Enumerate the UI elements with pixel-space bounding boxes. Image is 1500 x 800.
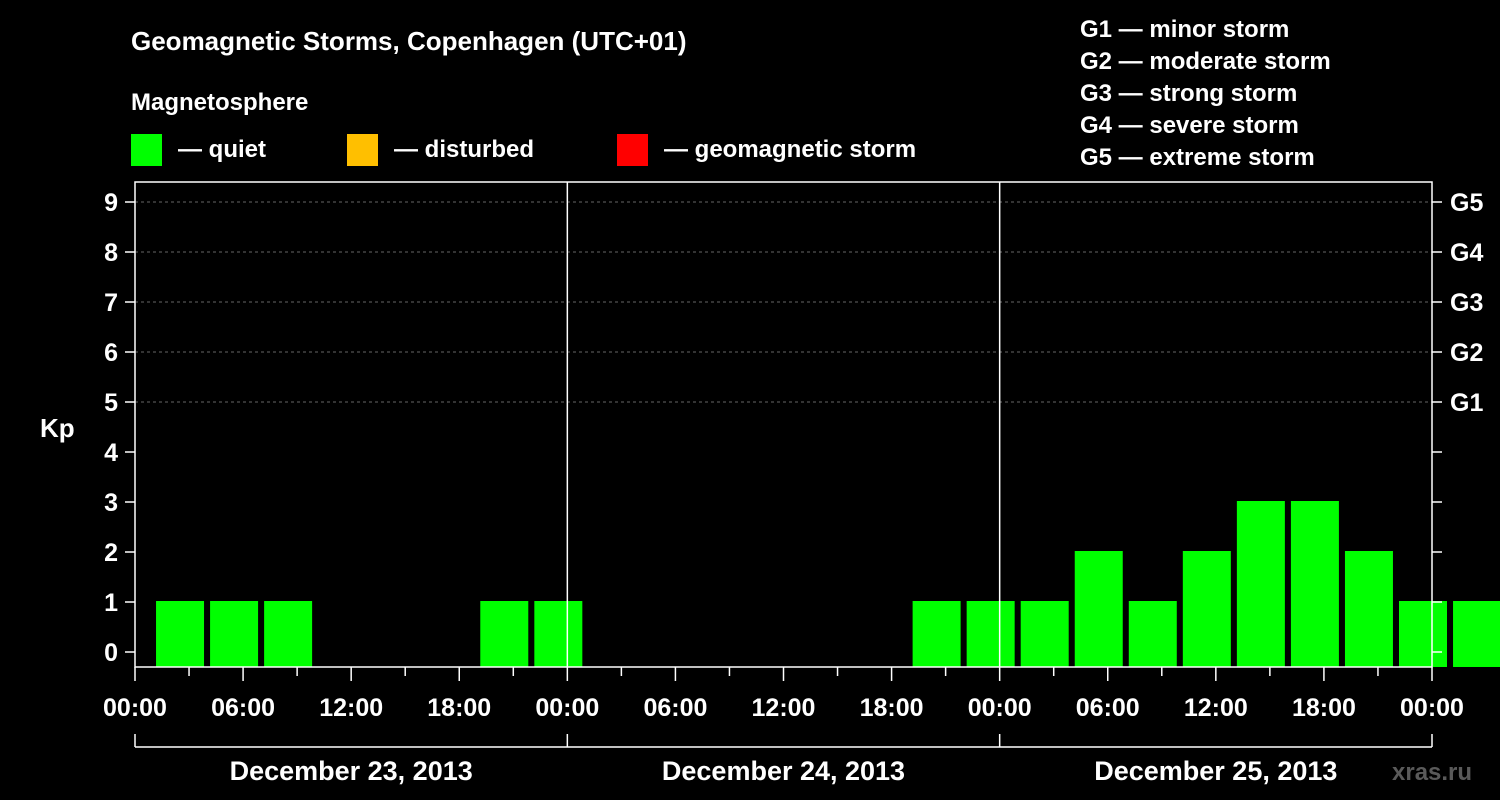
right-tick-label-g3: G3	[1450, 289, 1483, 317]
bar-2	[264, 601, 313, 667]
legend-swatch-disturbed	[347, 134, 378, 166]
bar-1	[210, 601, 259, 667]
bar-23	[1398, 601, 1447, 667]
right-tick-label-g4: G4	[1450, 239, 1483, 267]
y-tick-label-2: 2	[104, 539, 118, 567]
x-tick-label-10: 12:00	[1184, 694, 1248, 722]
y-tick-label-0: 0	[104, 639, 118, 667]
right-tick-label-g2: G2	[1450, 339, 1483, 367]
storm-scale-g3: G3 — strong storm	[1080, 80, 1297, 107]
x-tick-label-4: 00:00	[535, 694, 599, 722]
y-tick-label-4: 4	[104, 439, 118, 467]
x-tick-label-2: 12:00	[319, 694, 383, 722]
y-axis-label: Kp	[40, 413, 75, 443]
bar-21	[1290, 501, 1339, 667]
tick-labels: 0 1 2 3 4 5 6 7 8 9 G1 G2 G3 G4 G5 00:00 06:00 12:00 18:00…	[103, 189, 1483, 786]
right-tick-label-g5: G5	[1450, 189, 1483, 217]
bar-18	[1128, 601, 1177, 667]
x-tick-label-0: 00:00	[103, 694, 167, 722]
day-label-0: December 23, 2013	[230, 756, 473, 786]
bar-14	[912, 601, 961, 667]
grid-lines	[135, 201, 1432, 403]
y-tick-label-1: 1	[104, 589, 118, 617]
bar-0	[156, 601, 205, 667]
legend-swatch-quiet	[131, 134, 162, 166]
right-tick-label-g1: G1	[1450, 389, 1483, 417]
bars	[156, 501, 1500, 667]
y-tick-label-8: 8	[104, 239, 118, 267]
day-label-2: December 25, 2013	[1094, 756, 1337, 786]
bar-22	[1344, 551, 1393, 667]
x-tick-label-6: 12:00	[752, 694, 816, 722]
day-label-1: December 24, 2013	[662, 756, 905, 786]
y-tick-label-9: 9	[104, 189, 118, 217]
storm-scale-g2: G2 — moderate storm	[1080, 48, 1331, 75]
y-tick-label-5: 5	[104, 389, 118, 417]
y-tick-label-6: 6	[104, 339, 118, 367]
y-tick-label-3: 3	[104, 489, 118, 517]
x-tick-label-12: 00:00	[1400, 694, 1464, 722]
legend-label-quiet: — quiet	[178, 136, 266, 163]
x-tick-label-8: 00:00	[968, 694, 1032, 722]
bar-19	[1182, 551, 1231, 667]
legend-label-storm: — geomagnetic storm	[664, 136, 916, 163]
storm-scale-g1: G1 — minor storm	[1080, 16, 1289, 43]
bar-6	[480, 601, 529, 667]
x-tick-label-11: 18:00	[1292, 694, 1356, 722]
bar-24	[1453, 601, 1500, 667]
bar-20	[1236, 501, 1285, 667]
x-tick-label-9: 06:00	[1076, 694, 1140, 722]
storm-scale-g4: G4 — severe storm	[1080, 112, 1299, 139]
x-tick-label-5: 06:00	[643, 694, 707, 722]
axes	[125, 181, 1442, 748]
x-tick-label-7: 18:00	[860, 694, 924, 722]
storm-scale-g5: G5 — extreme storm	[1080, 144, 1315, 171]
legend-heading: Magnetosphere	[131, 89, 308, 116]
watermark: xras.ru	[1392, 759, 1472, 786]
chart-title: Geomagnetic Storms, Copenhagen (UTC+01)	[131, 26, 686, 56]
x-tick-label-1: 06:00	[211, 694, 275, 722]
y-tick-label-7: 7	[104, 289, 118, 317]
bar-15	[966, 601, 1015, 667]
legend-label-disturbed: — disturbed	[394, 136, 534, 163]
bar-17	[1074, 551, 1123, 667]
bar-7	[534, 601, 583, 667]
legend-swatch-storm	[617, 134, 648, 166]
bar-16	[1020, 601, 1069, 667]
x-tick-label-3: 18:00	[427, 694, 491, 722]
